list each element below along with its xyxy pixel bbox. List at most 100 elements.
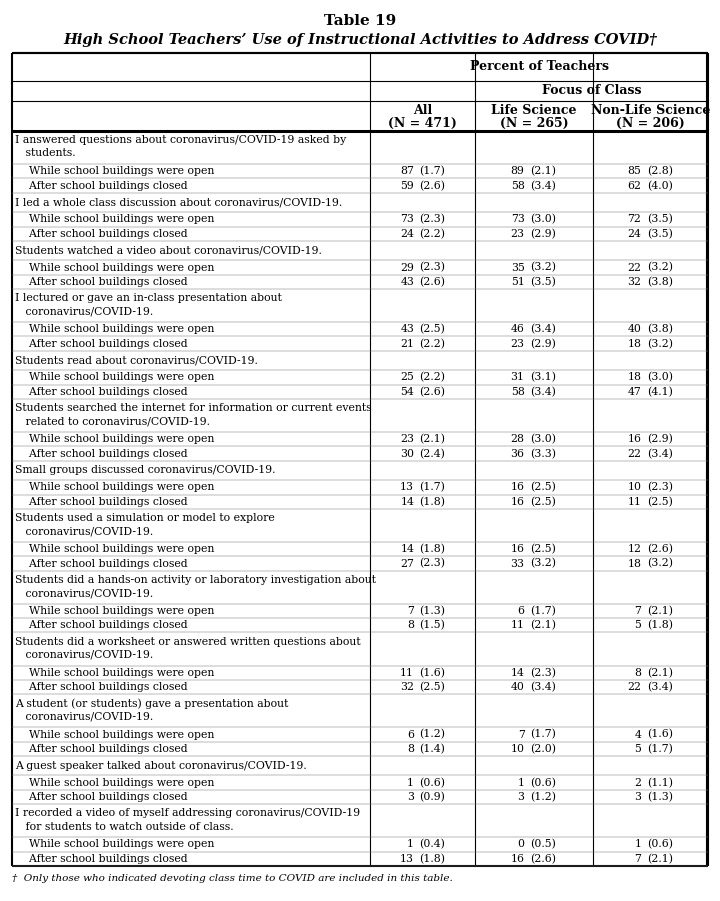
Text: (3.2): (3.2) [647, 262, 673, 273]
Text: 18: 18 [627, 339, 642, 349]
Text: 24: 24 [627, 229, 642, 239]
Text: I led a whole class discussion about coronavirus/COVID-19.: I led a whole class discussion about cor… [15, 197, 342, 207]
Text: (1.5): (1.5) [419, 620, 445, 631]
Text: 5: 5 [634, 744, 642, 754]
Text: 11: 11 [627, 496, 642, 506]
Text: 73: 73 [510, 214, 525, 224]
Text: (2.6): (2.6) [531, 853, 557, 864]
Text: After school buildings closed: After school buildings closed [15, 277, 188, 287]
Text: 87: 87 [400, 167, 414, 177]
Text: (3.5): (3.5) [531, 277, 557, 287]
Text: 16: 16 [510, 854, 525, 864]
Text: 33: 33 [510, 559, 525, 569]
Text: All: All [413, 104, 432, 116]
Text: (2.2): (2.2) [419, 339, 446, 349]
Text: (2.6): (2.6) [419, 387, 446, 397]
Text: 72: 72 [627, 214, 642, 224]
Text: 5: 5 [634, 620, 642, 631]
Text: 0: 0 [518, 840, 525, 850]
Text: 58: 58 [510, 180, 525, 191]
Text: 18: 18 [627, 372, 642, 382]
Text: †  Only those who indicated devoting class time to COVID are included in this ta: † Only those who indicated devoting clas… [12, 874, 453, 883]
Text: 1: 1 [634, 840, 642, 850]
Text: Students did a worksheet or answered written questions about: Students did a worksheet or answered wri… [15, 637, 361, 647]
Text: (2.3): (2.3) [419, 262, 446, 273]
Text: While school buildings were open: While school buildings were open [15, 730, 215, 740]
Text: related to coronavirus/COVID-19.: related to coronavirus/COVID-19. [15, 416, 210, 426]
Text: (2.6): (2.6) [419, 277, 446, 287]
Text: Students searched the internet for information or current events: Students searched the internet for infor… [15, 404, 372, 414]
Text: 1: 1 [407, 840, 414, 850]
Text: A student (or students) gave a presentation about: A student (or students) gave a presentat… [15, 698, 289, 709]
Text: (2.1): (2.1) [647, 605, 673, 616]
Text: (3.4): (3.4) [531, 324, 557, 334]
Text: (3.8): (3.8) [647, 324, 673, 334]
Text: (1.3): (1.3) [419, 605, 446, 616]
Text: 14: 14 [400, 544, 414, 554]
Text: Percent of Teachers: Percent of Teachers [469, 60, 608, 74]
Text: (1.8): (1.8) [419, 496, 446, 507]
Text: After school buildings closed: After school buildings closed [15, 620, 188, 631]
Text: (3.4): (3.4) [531, 180, 557, 191]
Text: for students to watch outside of class.: for students to watch outside of class. [15, 822, 233, 832]
Text: (2.5): (2.5) [419, 682, 445, 692]
Text: (2.1): (2.1) [531, 166, 557, 177]
Text: (2.1): (2.1) [531, 620, 557, 631]
Text: (3.0): (3.0) [647, 372, 673, 383]
Text: 3: 3 [407, 792, 414, 802]
Text: While school buildings were open: While school buildings were open [15, 372, 215, 382]
Text: (3.3): (3.3) [531, 449, 557, 459]
Text: (3.5): (3.5) [647, 214, 673, 224]
Text: 58: 58 [510, 387, 525, 396]
Text: 46: 46 [510, 324, 525, 334]
Text: Focus of Class: Focus of Class [541, 85, 642, 97]
Text: After school buildings closed: After school buildings closed [15, 792, 188, 802]
Text: (2.2): (2.2) [419, 372, 446, 383]
Text: 16: 16 [627, 434, 642, 444]
Text: I answered questions about coronavirus/COVID-19 asked by: I answered questions about coronavirus/C… [15, 135, 346, 145]
Text: 11: 11 [510, 620, 525, 631]
Text: I lectured or gave an in-class presentation about: I lectured or gave an in-class presentat… [15, 294, 282, 304]
Text: While school buildings were open: While school buildings were open [15, 840, 215, 850]
Text: 23: 23 [510, 229, 525, 239]
Text: 73: 73 [400, 214, 414, 224]
Text: After school buildings closed: After school buildings closed [15, 682, 188, 692]
Text: 51: 51 [510, 277, 525, 287]
Text: After school buildings closed: After school buildings closed [15, 387, 188, 396]
Text: 59: 59 [400, 180, 414, 191]
Text: (3.4): (3.4) [531, 387, 557, 397]
Text: 10: 10 [510, 744, 525, 754]
Text: (4.1): (4.1) [647, 387, 673, 397]
Text: (N = 471): (N = 471) [388, 116, 457, 130]
Text: I recorded a video of myself addressing coronavirus/COVID-19: I recorded a video of myself addressing … [15, 808, 360, 818]
Text: (1.2): (1.2) [419, 730, 446, 740]
Text: 16: 16 [510, 482, 525, 492]
Text: coronavirus/COVID-19.: coronavirus/COVID-19. [15, 588, 153, 598]
Text: 7: 7 [518, 730, 525, 740]
Text: 40: 40 [627, 324, 642, 334]
Text: Non-Life Science: Non-Life Science [591, 104, 710, 116]
Text: 54: 54 [400, 387, 414, 396]
Text: 22: 22 [627, 449, 642, 459]
Text: (0.6): (0.6) [419, 778, 446, 787]
Text: (2.4): (2.4) [419, 449, 445, 459]
Text: (2.1): (2.1) [419, 434, 446, 444]
Text: 29: 29 [400, 262, 414, 272]
Text: (3.5): (3.5) [647, 229, 673, 239]
Text: (2.6): (2.6) [419, 180, 446, 191]
Text: 14: 14 [400, 496, 414, 506]
Text: After school buildings closed: After school buildings closed [15, 854, 188, 864]
Text: (1.7): (1.7) [419, 482, 445, 493]
Text: Students read about coronavirus/COVID-19.: Students read about coronavirus/COVID-19… [15, 356, 258, 366]
Text: After school buildings closed: After school buildings closed [15, 339, 188, 349]
Text: 23: 23 [400, 434, 414, 444]
Text: (1.1): (1.1) [647, 778, 673, 787]
Text: While school buildings were open: While school buildings were open [15, 214, 215, 224]
Text: 23: 23 [510, 339, 525, 349]
Text: 24: 24 [400, 229, 414, 239]
Text: After school buildings closed: After school buildings closed [15, 229, 188, 239]
Text: (2.5): (2.5) [531, 544, 557, 554]
Text: 30: 30 [400, 449, 414, 459]
Text: (0.6): (0.6) [647, 840, 673, 850]
Text: (1.8): (1.8) [647, 620, 673, 631]
